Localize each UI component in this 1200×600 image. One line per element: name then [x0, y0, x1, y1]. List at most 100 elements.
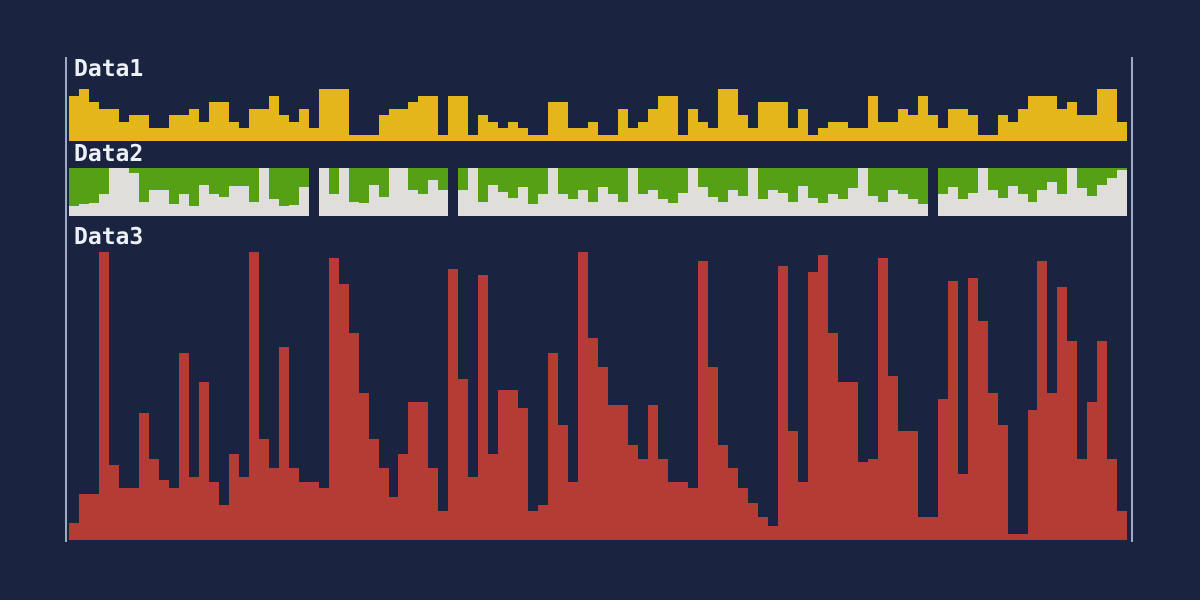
bar	[727, 168, 738, 216]
bar	[378, 89, 389, 141]
bar	[1057, 89, 1068, 141]
bar	[258, 168, 269, 216]
bar	[478, 89, 489, 141]
bar	[987, 252, 998, 540]
bar	[658, 89, 669, 141]
bar	[178, 252, 189, 540]
bar	[288, 168, 299, 216]
bar	[1047, 168, 1058, 216]
bar	[69, 252, 79, 540]
bar	[328, 252, 339, 540]
bar	[598, 89, 609, 141]
bar	[378, 168, 389, 216]
bar	[428, 252, 439, 540]
bar	[608, 168, 619, 216]
bar	[608, 89, 619, 141]
bar	[78, 252, 89, 540]
bar	[388, 89, 399, 141]
bar	[398, 168, 409, 216]
bar	[817, 89, 828, 141]
bar	[228, 89, 239, 141]
bar	[1107, 252, 1118, 540]
bar	[817, 252, 828, 540]
bar	[578, 252, 589, 540]
bar	[358, 168, 369, 216]
bar	[897, 168, 908, 216]
bar	[867, 168, 878, 216]
bar	[737, 252, 748, 540]
bar	[1067, 89, 1078, 141]
bar	[588, 252, 599, 540]
bar	[158, 252, 169, 540]
bar	[887, 252, 898, 540]
bar	[558, 168, 569, 216]
sparkline-data1	[69, 89, 1128, 141]
bar	[618, 168, 629, 216]
bar	[797, 89, 808, 141]
bar	[857, 89, 868, 141]
bar	[478, 252, 489, 540]
bar	[817, 168, 828, 216]
series-label-data1: Data1	[74, 56, 144, 82]
bar	[837, 89, 848, 141]
bar	[568, 168, 579, 216]
bar	[897, 89, 908, 141]
bar	[158, 89, 169, 141]
bar	[408, 168, 419, 216]
bar	[598, 168, 609, 216]
bar	[947, 89, 958, 141]
bar	[308, 89, 319, 141]
bar	[737, 89, 748, 141]
bar	[638, 89, 649, 141]
bar	[937, 252, 948, 540]
bar	[1067, 252, 1078, 540]
bar	[568, 89, 579, 141]
bar	[648, 168, 659, 216]
bar	[88, 252, 99, 540]
bar	[548, 252, 559, 540]
bar	[218, 252, 229, 540]
bar	[148, 252, 159, 540]
bar	[947, 252, 958, 540]
bar	[917, 168, 928, 216]
bar	[528, 89, 539, 141]
bar	[528, 168, 539, 216]
bar	[787, 252, 798, 540]
series-label-data2: Data2	[74, 141, 144, 167]
bar	[328, 89, 339, 141]
bar	[767, 89, 778, 141]
bar	[1117, 89, 1128, 141]
bar	[518, 89, 529, 141]
bar	[368, 89, 379, 141]
bar	[1077, 168, 1088, 216]
bar	[258, 89, 269, 141]
bar	[458, 252, 469, 540]
bar	[708, 168, 718, 216]
bar	[278, 168, 289, 216]
bar	[558, 89, 569, 141]
bar	[508, 168, 519, 216]
bar	[468, 252, 479, 540]
bar	[737, 168, 748, 216]
bar	[148, 168, 159, 216]
bar	[967, 168, 978, 216]
bar	[727, 89, 738, 141]
bar	[867, 252, 878, 540]
bar	[887, 168, 898, 216]
bar	[538, 89, 549, 141]
bar	[747, 252, 758, 540]
bar	[548, 168, 559, 216]
bar	[1077, 252, 1088, 540]
bar	[807, 168, 818, 216]
bar	[827, 89, 838, 141]
bar	[288, 252, 299, 540]
bar	[777, 168, 788, 216]
bar	[438, 168, 449, 216]
bar	[757, 252, 768, 540]
bar	[268, 168, 279, 216]
bar	[1017, 89, 1028, 141]
bar	[658, 252, 669, 540]
bar	[308, 252, 319, 540]
bar	[678, 252, 689, 540]
bar	[348, 89, 359, 141]
